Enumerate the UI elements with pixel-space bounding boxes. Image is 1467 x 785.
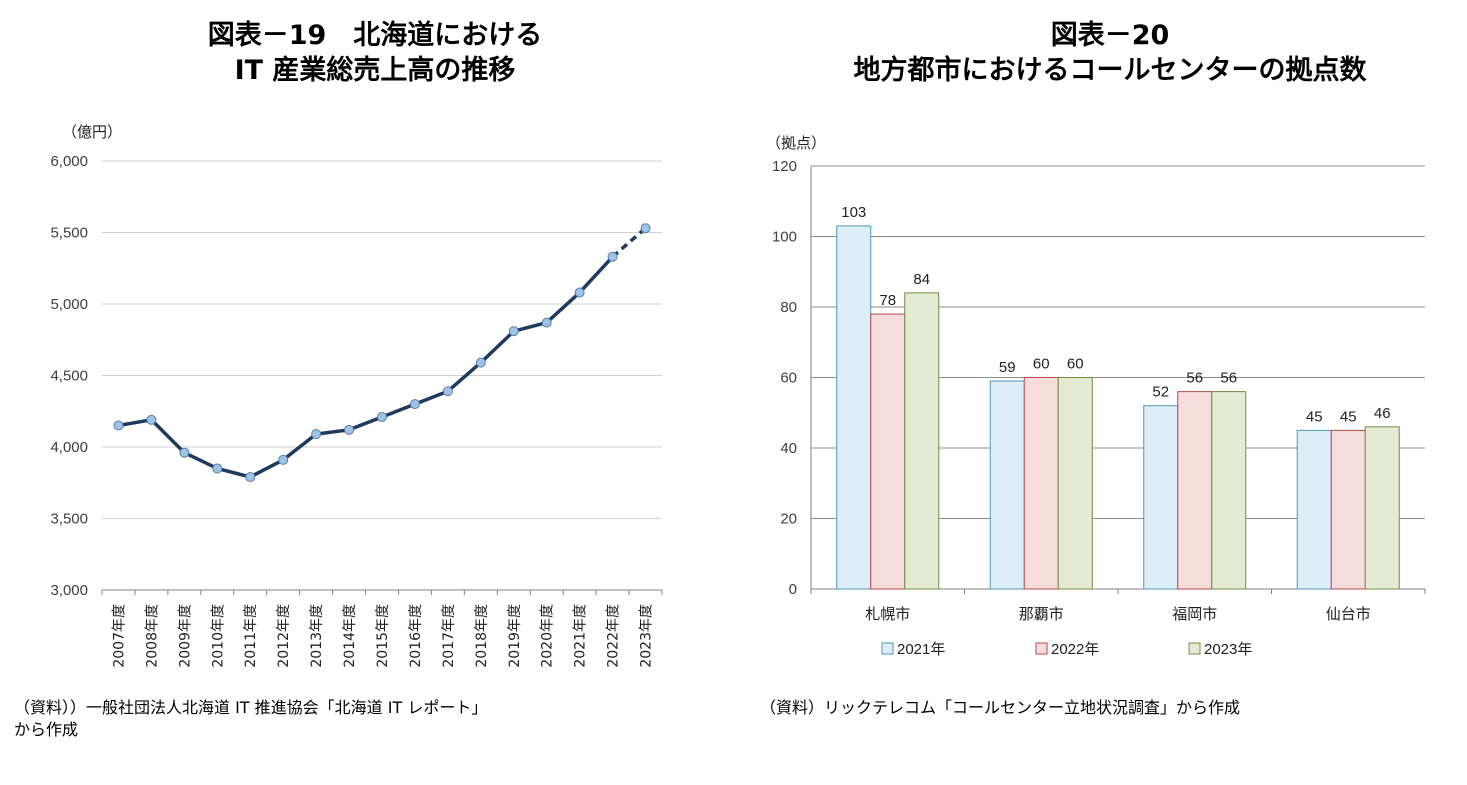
left-y-tick-label: 3,500 [50, 511, 88, 528]
left-x-tick-label: 2015年度 [375, 604, 391, 668]
right-bar-data-label: 45 [1306, 408, 1323, 425]
left-y-tick-label: 5,000 [50, 296, 88, 313]
left-x-tick-label: 2009年度 [177, 604, 193, 668]
left-data-point [179, 447, 190, 458]
right-bar-data-label: 60 [1033, 356, 1050, 373]
left-data-point [409, 399, 420, 410]
left-x-tick-label: 2013年度 [309, 604, 325, 668]
left-data-point [245, 472, 256, 483]
right-y-tick-label: 120 [772, 158, 797, 175]
right-bar-data-label: 59 [999, 359, 1016, 376]
left-chart-source: （資料））一般社団法人北海道 IT 推進協会「北海道 IT レポート」 から作成 [14, 698, 488, 739]
right-bar-data-label: 84 [913, 271, 930, 288]
left-y-tick-label: 6,000 [50, 153, 88, 170]
right-bar [904, 292, 940, 590]
right-bar-chart: 0 20 40 60 80 100 120 103 78 84 札幌市 59 60 60 那覇市 52 56 56… [772, 158, 1426, 658]
right-x-tick-label: 仙台市 [1326, 605, 1371, 623]
left-data-point [541, 317, 552, 328]
left-x-tick-label: 2014年度 [342, 604, 358, 668]
left-x-tick-label: 2018年度 [474, 604, 490, 668]
left-x-tick-label: 2020年度 [540, 604, 556, 668]
left-chart-title-line2: IT 産業総売上高の推移 [234, 55, 516, 86]
left-y-tick-label: 3,000 [50, 582, 88, 599]
left-chart-unit: （億円） [62, 123, 122, 141]
right-bar [1296, 429, 1332, 590]
left-data-point [278, 454, 289, 465]
left-chart-title: 図表－19 北海道における IT 産業総売上高の推移 [90, 18, 660, 88]
left-y-tick-label: 4,000 [50, 439, 88, 456]
right-bar [989, 380, 1025, 590]
left-data-point [212, 463, 223, 474]
right-y-tick-label: 40 [780, 440, 797, 457]
right-legend-label: 2021年 [897, 641, 945, 658]
right-chart-title-line1: 図表－20 [1050, 20, 1170, 51]
left-x-tick-label: 2023年度 [639, 604, 655, 668]
right-bar-data-label: 46 [1374, 405, 1391, 422]
right-chart-source: （資料）リックテレコム「コールセンター立地状況調査」から作成 [760, 698, 1241, 717]
right-bar [1143, 405, 1179, 590]
right-bar-data-label: 52 [1152, 384, 1169, 401]
right-bar [1364, 426, 1400, 590]
right-bar-data-label: 103 [841, 204, 866, 221]
right-bar [1211, 391, 1247, 590]
right-bar-data-label: 45 [1340, 408, 1357, 425]
left-data-point [344, 424, 355, 435]
right-y-tick-label: 80 [780, 299, 797, 316]
left-data-point [640, 223, 651, 234]
left-x-tick-label: 2016年度 [408, 604, 424, 668]
left-series-line [118, 255, 614, 479]
right-x-tick-label: 福岡市 [1172, 605, 1217, 623]
left-y-tick-label: 4,500 [50, 368, 88, 385]
right-y-tick-label: 60 [780, 370, 797, 387]
left-x-tick-label: 2017年度 [441, 604, 457, 668]
left-data-point [377, 411, 387, 422]
left-x-tick-label: 2010年度 [210, 604, 226, 668]
left-x-tick-label: 2022年度 [606, 604, 622, 668]
right-x-tick-label: 札幌市 [865, 605, 910, 623]
right-legend-swatch [1035, 642, 1048, 655]
left-x-tick-label: 2008年度 [144, 604, 160, 668]
left-data-point [508, 326, 519, 337]
right-y-tick-label: 0 [789, 581, 797, 598]
right-legend-label: 2023年 [1204, 641, 1252, 658]
left-x-tick-label: 2007年度 [111, 604, 127, 668]
right-y-tick-label: 20 [780, 511, 797, 528]
right-x-tick-label: 那覇市 [1019, 605, 1064, 623]
left-x-tick-label: 2012年度 [276, 604, 292, 668]
right-bar-data-label: 60 [1067, 356, 1084, 373]
left-data-point [442, 386, 453, 397]
left-chart-title-line1: 図表－19 北海道における [207, 20, 543, 51]
left-y-tick-label: 5,500 [50, 225, 88, 242]
right-chart-title: 図表－20 地方都市におけるコールセンターの拠点数 [760, 18, 1460, 88]
left-data-point [146, 414, 157, 425]
left-x-tick-label: 2019年度 [507, 604, 523, 668]
left-data-point [607, 251, 618, 262]
left-x-tick-label: 2011年度 [243, 604, 259, 668]
right-legend-label: 2022年 [1051, 641, 1099, 658]
right-bar-data-label: 56 [1220, 370, 1237, 387]
right-bar-data-label: 56 [1186, 370, 1203, 387]
right-bar [1330, 429, 1366, 590]
left-series-dashed-line [611, 226, 647, 259]
left-data-point [475, 357, 486, 368]
left-line-chart: 3,000 3,500 4,000 4,500 5,000 5,500 6,000 2007年… [50, 153, 663, 668]
left-data-point [311, 429, 322, 440]
left-data-point [574, 287, 585, 298]
right-legend-swatch [1188, 642, 1201, 655]
right-bar [1023, 377, 1059, 590]
right-bar [1177, 391, 1213, 590]
left-data-point [113, 420, 124, 431]
left-x-tick-label: 2021年度 [573, 604, 589, 668]
right-bar [836, 225, 872, 590]
right-legend-swatch [881, 642, 894, 655]
right-y-tick-label: 100 [772, 229, 797, 246]
right-bar [870, 313, 906, 590]
right-chart-unit: （拠点） [766, 134, 826, 152]
right-bar [1057, 377, 1093, 590]
right-chart-title-line2: 地方都市におけるコールセンターの拠点数 [853, 55, 1367, 86]
right-bar-data-label: 78 [879, 292, 896, 309]
